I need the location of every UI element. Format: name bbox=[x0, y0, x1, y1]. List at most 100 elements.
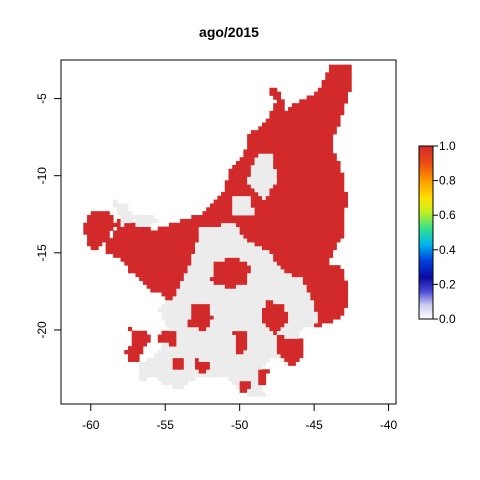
raster-cell-high bbox=[195, 323, 200, 328]
raster-cell-high bbox=[232, 280, 237, 285]
raster-cell-high bbox=[235, 342, 241, 347]
raster-cell-low bbox=[172, 380, 177, 386]
raster-cell-high bbox=[247, 141, 252, 147]
raster-cell-high bbox=[180, 253, 185, 258]
raster-cell-high bbox=[239, 380, 244, 386]
raster-cell-high bbox=[317, 245, 322, 251]
raster-cell-high bbox=[254, 137, 259, 143]
raster-cell-high bbox=[299, 346, 304, 351]
raster-cell-high bbox=[325, 292, 330, 297]
raster-cell-low bbox=[180, 303, 185, 308]
raster-cell-high bbox=[310, 107, 315, 112]
raster-cell-high bbox=[131, 257, 136, 262]
raster-cell-high bbox=[340, 276, 345, 281]
raster-cell-high bbox=[336, 64, 341, 69]
raster-cell-high bbox=[239, 168, 244, 174]
raster-cell-low bbox=[206, 249, 211, 254]
raster-cell-high bbox=[306, 188, 311, 193]
raster-cell-low bbox=[258, 172, 263, 177]
raster-cell-low bbox=[139, 365, 144, 370]
raster-cell-high bbox=[168, 238, 174, 243]
raster-cell-high bbox=[183, 269, 188, 274]
raster-cell-low bbox=[116, 207, 121, 212]
raster-cell-high bbox=[213, 222, 218, 227]
raster-cell-high bbox=[340, 188, 345, 193]
raster-cell-high bbox=[314, 245, 319, 251]
raster-cell-low bbox=[209, 265, 215, 270]
raster-cell-high bbox=[299, 353, 304, 359]
raster-cell-low bbox=[213, 299, 218, 305]
raster-cell-high bbox=[299, 215, 304, 220]
raster-cell-high bbox=[276, 218, 282, 224]
raster-cell-low bbox=[195, 284, 200, 289]
raster-cell-high bbox=[243, 161, 248, 166]
raster-cell-low bbox=[235, 357, 241, 362]
raster-cell-high bbox=[280, 134, 285, 139]
raster-cell-high bbox=[299, 226, 304, 231]
raster-cell-high bbox=[269, 303, 274, 308]
raster-cell-high bbox=[306, 249, 311, 254]
raster-cell-high bbox=[276, 207, 282, 212]
raster-cell-low bbox=[243, 307, 248, 312]
raster-cell-low bbox=[247, 346, 252, 351]
raster-cell-low bbox=[209, 350, 215, 355]
raster-cell-high bbox=[329, 303, 334, 308]
raster-cell-high bbox=[347, 80, 352, 85]
raster-cell-high bbox=[243, 157, 248, 162]
raster-cell-high bbox=[306, 234, 311, 239]
raster-cell-high bbox=[321, 245, 326, 251]
raster-cell-high bbox=[254, 234, 259, 239]
raster-cell-low bbox=[217, 303, 222, 308]
raster-cell-high bbox=[325, 311, 330, 316]
raster-cell-high bbox=[198, 369, 203, 374]
raster-cell-high bbox=[332, 122, 337, 127]
raster-cell-high bbox=[269, 222, 274, 227]
raster-cell-low bbox=[250, 330, 255, 335]
raster-cell-high bbox=[276, 184, 282, 189]
y-axis: -5-10-15-20 bbox=[35, 93, 61, 339]
raster-cell-high bbox=[198, 215, 203, 220]
raster-cell-low bbox=[191, 280, 196, 285]
raster-cell-high bbox=[321, 296, 326, 301]
raster-cell-low bbox=[191, 269, 196, 274]
raster-cell-low bbox=[131, 215, 136, 220]
raster-cell-low bbox=[247, 211, 252, 216]
raster-cell-high bbox=[150, 272, 155, 278]
raster-cell-high bbox=[295, 234, 300, 239]
raster-cell-low bbox=[146, 222, 151, 227]
raster-cell-high bbox=[295, 357, 300, 362]
raster-cell-high bbox=[276, 137, 282, 143]
raster-cell-low bbox=[202, 261, 207, 266]
raster-cell-high bbox=[276, 122, 282, 127]
raster-cell-high bbox=[113, 222, 118, 227]
raster-cell-high bbox=[120, 242, 125, 247]
raster-cell-high bbox=[273, 226, 278, 231]
raster-cell-low bbox=[165, 357, 170, 362]
raster-cell-high bbox=[317, 199, 322, 204]
raster-cell-high bbox=[336, 180, 341, 185]
raster-cell-low bbox=[224, 249, 229, 254]
raster-cell-high bbox=[273, 311, 278, 316]
raster-cell-low bbox=[247, 284, 252, 289]
raster-cell-high bbox=[146, 276, 151, 281]
raster-cell-high bbox=[154, 288, 159, 293]
raster-cell-high bbox=[299, 153, 304, 158]
raster-cell-high bbox=[321, 103, 326, 108]
raster-cell-high bbox=[98, 230, 103, 235]
raster-cell-low bbox=[280, 272, 285, 278]
raster-cell-low bbox=[150, 365, 155, 370]
raster-cell-high bbox=[288, 153, 293, 158]
raster-cell-high bbox=[306, 161, 311, 166]
raster-cell-high bbox=[232, 180, 237, 185]
raster-cell-high bbox=[317, 134, 322, 139]
raster-cell-low bbox=[258, 388, 263, 393]
raster-cell-high bbox=[273, 253, 278, 258]
raster-cell-low bbox=[168, 303, 174, 308]
raster-cell-high bbox=[113, 249, 118, 254]
raster-cell-low bbox=[213, 361, 218, 366]
raster-cell-low bbox=[243, 288, 248, 293]
raster-cell-high bbox=[269, 319, 274, 324]
raster-cell-low bbox=[243, 299, 248, 305]
raster-cell-high bbox=[310, 269, 315, 274]
raster-cell-low bbox=[209, 292, 215, 297]
